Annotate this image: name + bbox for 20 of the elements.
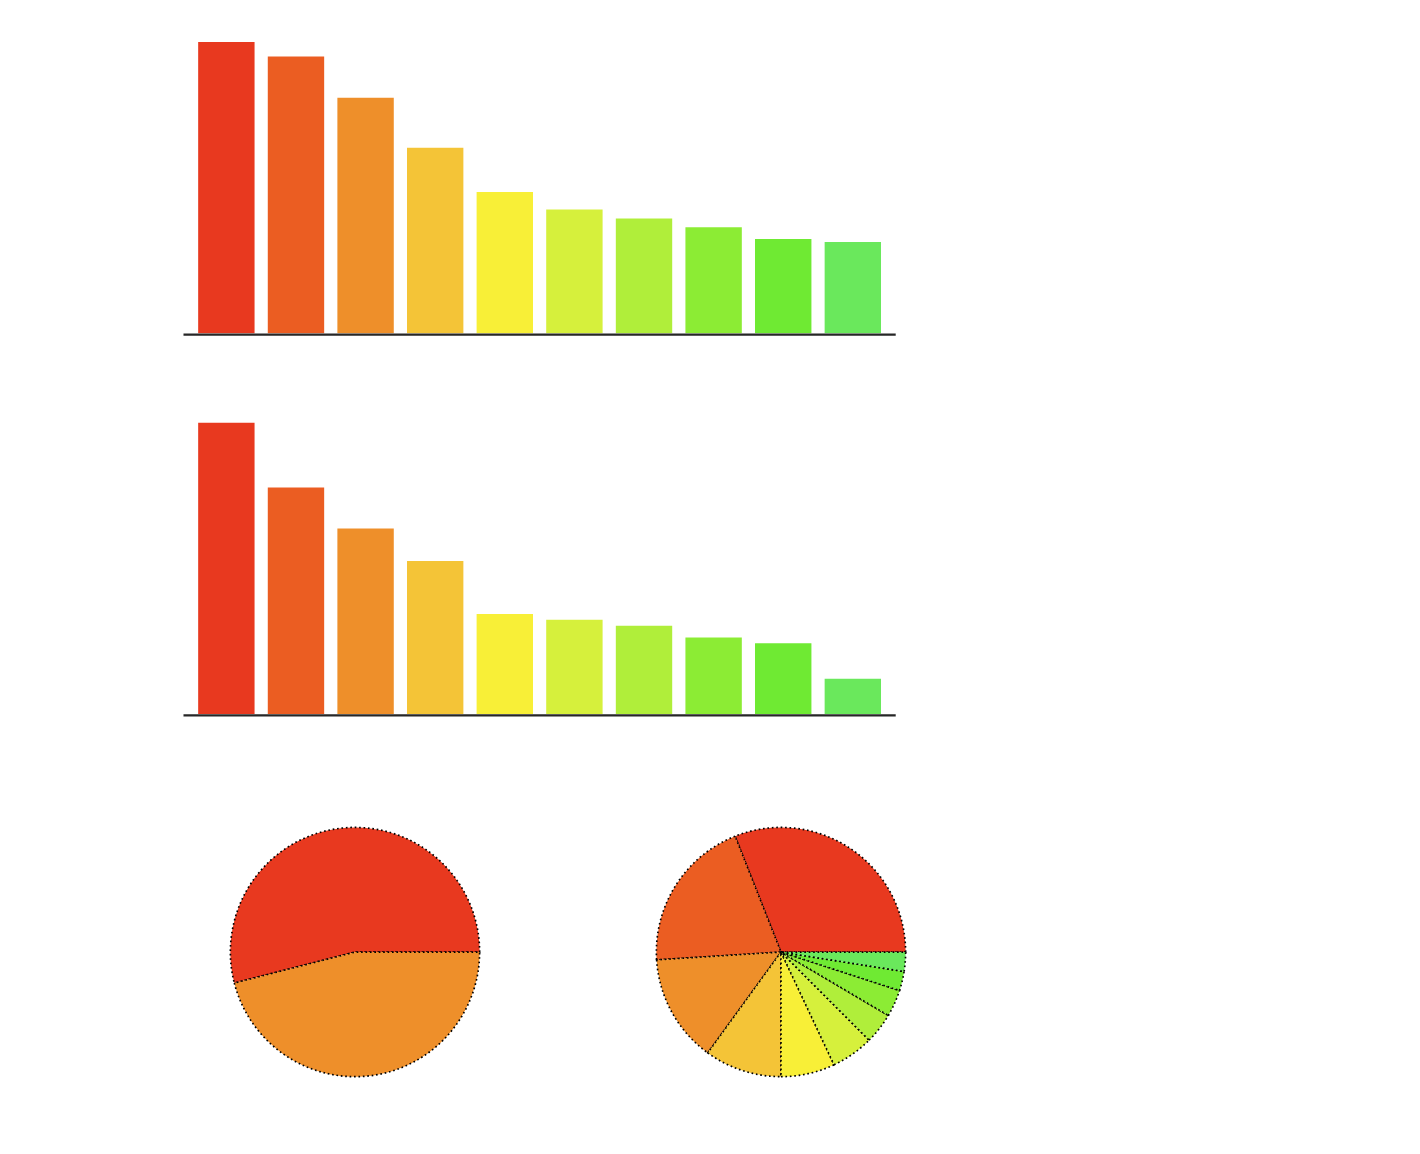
bar bbox=[265, 53, 327, 335]
bar bbox=[543, 617, 606, 716]
bar bbox=[195, 39, 258, 335]
bar bbox=[473, 189, 536, 335]
bar bbox=[821, 675, 884, 716]
bar bbox=[682, 634, 745, 716]
bar bbox=[265, 484, 327, 716]
bar bbox=[613, 215, 675, 335]
bar bbox=[752, 236, 815, 335]
bar bbox=[473, 611, 536, 716]
bar bbox=[334, 95, 397, 335]
bar bbox=[195, 419, 258, 716]
bar bbox=[543, 206, 606, 335]
bar bbox=[613, 622, 675, 716]
bar bbox=[334, 525, 397, 716]
bar bbox=[404, 145, 467, 335]
bar bbox=[821, 239, 884, 335]
bar bbox=[752, 640, 815, 716]
bar bbox=[682, 224, 745, 335]
bar bbox=[404, 558, 467, 716]
